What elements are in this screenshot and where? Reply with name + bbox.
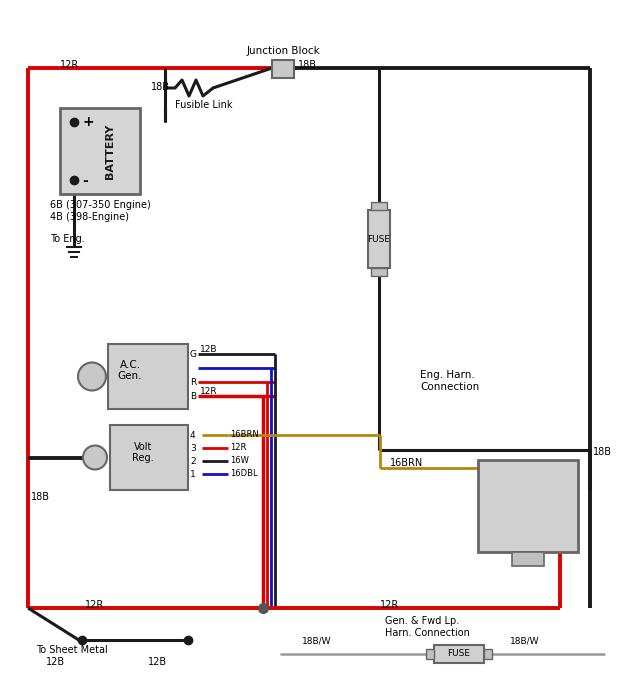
Text: To Sheet Metal: To Sheet Metal [36,645,108,655]
Text: BATTERY: BATTERY [105,123,115,178]
FancyBboxPatch shape [108,344,188,409]
Text: 18B/W: 18B/W [510,637,539,646]
Text: 18B: 18B [593,447,612,457]
Text: 16BRN: 16BRN [390,458,423,468]
Text: -: - [82,174,88,188]
Text: FUSE: FUSE [367,234,390,244]
Text: 16DBL: 16DBL [230,469,257,478]
Text: Eng. Harn.
Connection: Eng. Harn. Connection [420,370,479,392]
Text: 12R: 12R [85,600,104,610]
FancyBboxPatch shape [512,552,544,566]
Text: Junction Block: Junction Block [246,46,320,56]
Text: 18B: 18B [298,60,317,70]
Text: Volt
Reg.: Volt Reg. [132,442,154,463]
Circle shape [83,445,107,469]
FancyBboxPatch shape [484,649,492,659]
Text: 16W: 16W [230,456,249,465]
Text: Fusible Link: Fusible Link [175,100,232,110]
Text: 6B (307-350 Engine)
4B (398-Engine): 6B (307-350 Engine) 4B (398-Engine) [50,200,151,221]
Text: To Eng.: To Eng. [50,234,85,244]
Text: Gen. & Fwd Lp.
Harn. Connection: Gen. & Fwd Lp. Harn. Connection [385,616,470,637]
Text: 16BRN: 16BRN [230,430,259,439]
Text: 12R: 12R [60,60,79,70]
Text: 1: 1 [190,470,196,479]
Text: 3: 3 [190,444,196,453]
FancyBboxPatch shape [272,60,294,78]
Text: 12B: 12B [200,345,218,354]
Text: 2: 2 [190,457,196,466]
Text: 12R: 12R [230,443,247,452]
Text: 18B/W: 18B/W [302,637,331,646]
Text: +: + [82,115,94,129]
FancyBboxPatch shape [60,108,140,194]
Text: 4: 4 [190,431,196,440]
Text: B: B [190,392,196,401]
FancyBboxPatch shape [371,202,387,210]
FancyBboxPatch shape [110,425,188,490]
Text: 12R: 12R [380,600,399,610]
FancyBboxPatch shape [371,268,387,276]
FancyBboxPatch shape [434,645,484,663]
Text: 12R: 12R [200,387,218,396]
Text: A.C.
Gen.: A.C. Gen. [117,360,143,381]
Text: R: R [190,378,196,387]
Text: G: G [190,350,197,359]
Text: FUSE: FUSE [447,650,471,659]
Text: 12B: 12B [148,657,167,667]
FancyBboxPatch shape [426,649,434,659]
Text: 18B: 18B [151,82,170,92]
Circle shape [78,362,106,390]
FancyBboxPatch shape [368,210,390,268]
FancyBboxPatch shape [478,460,578,552]
Text: 18B: 18B [31,492,50,502]
Text: 12B: 12B [46,657,65,667]
